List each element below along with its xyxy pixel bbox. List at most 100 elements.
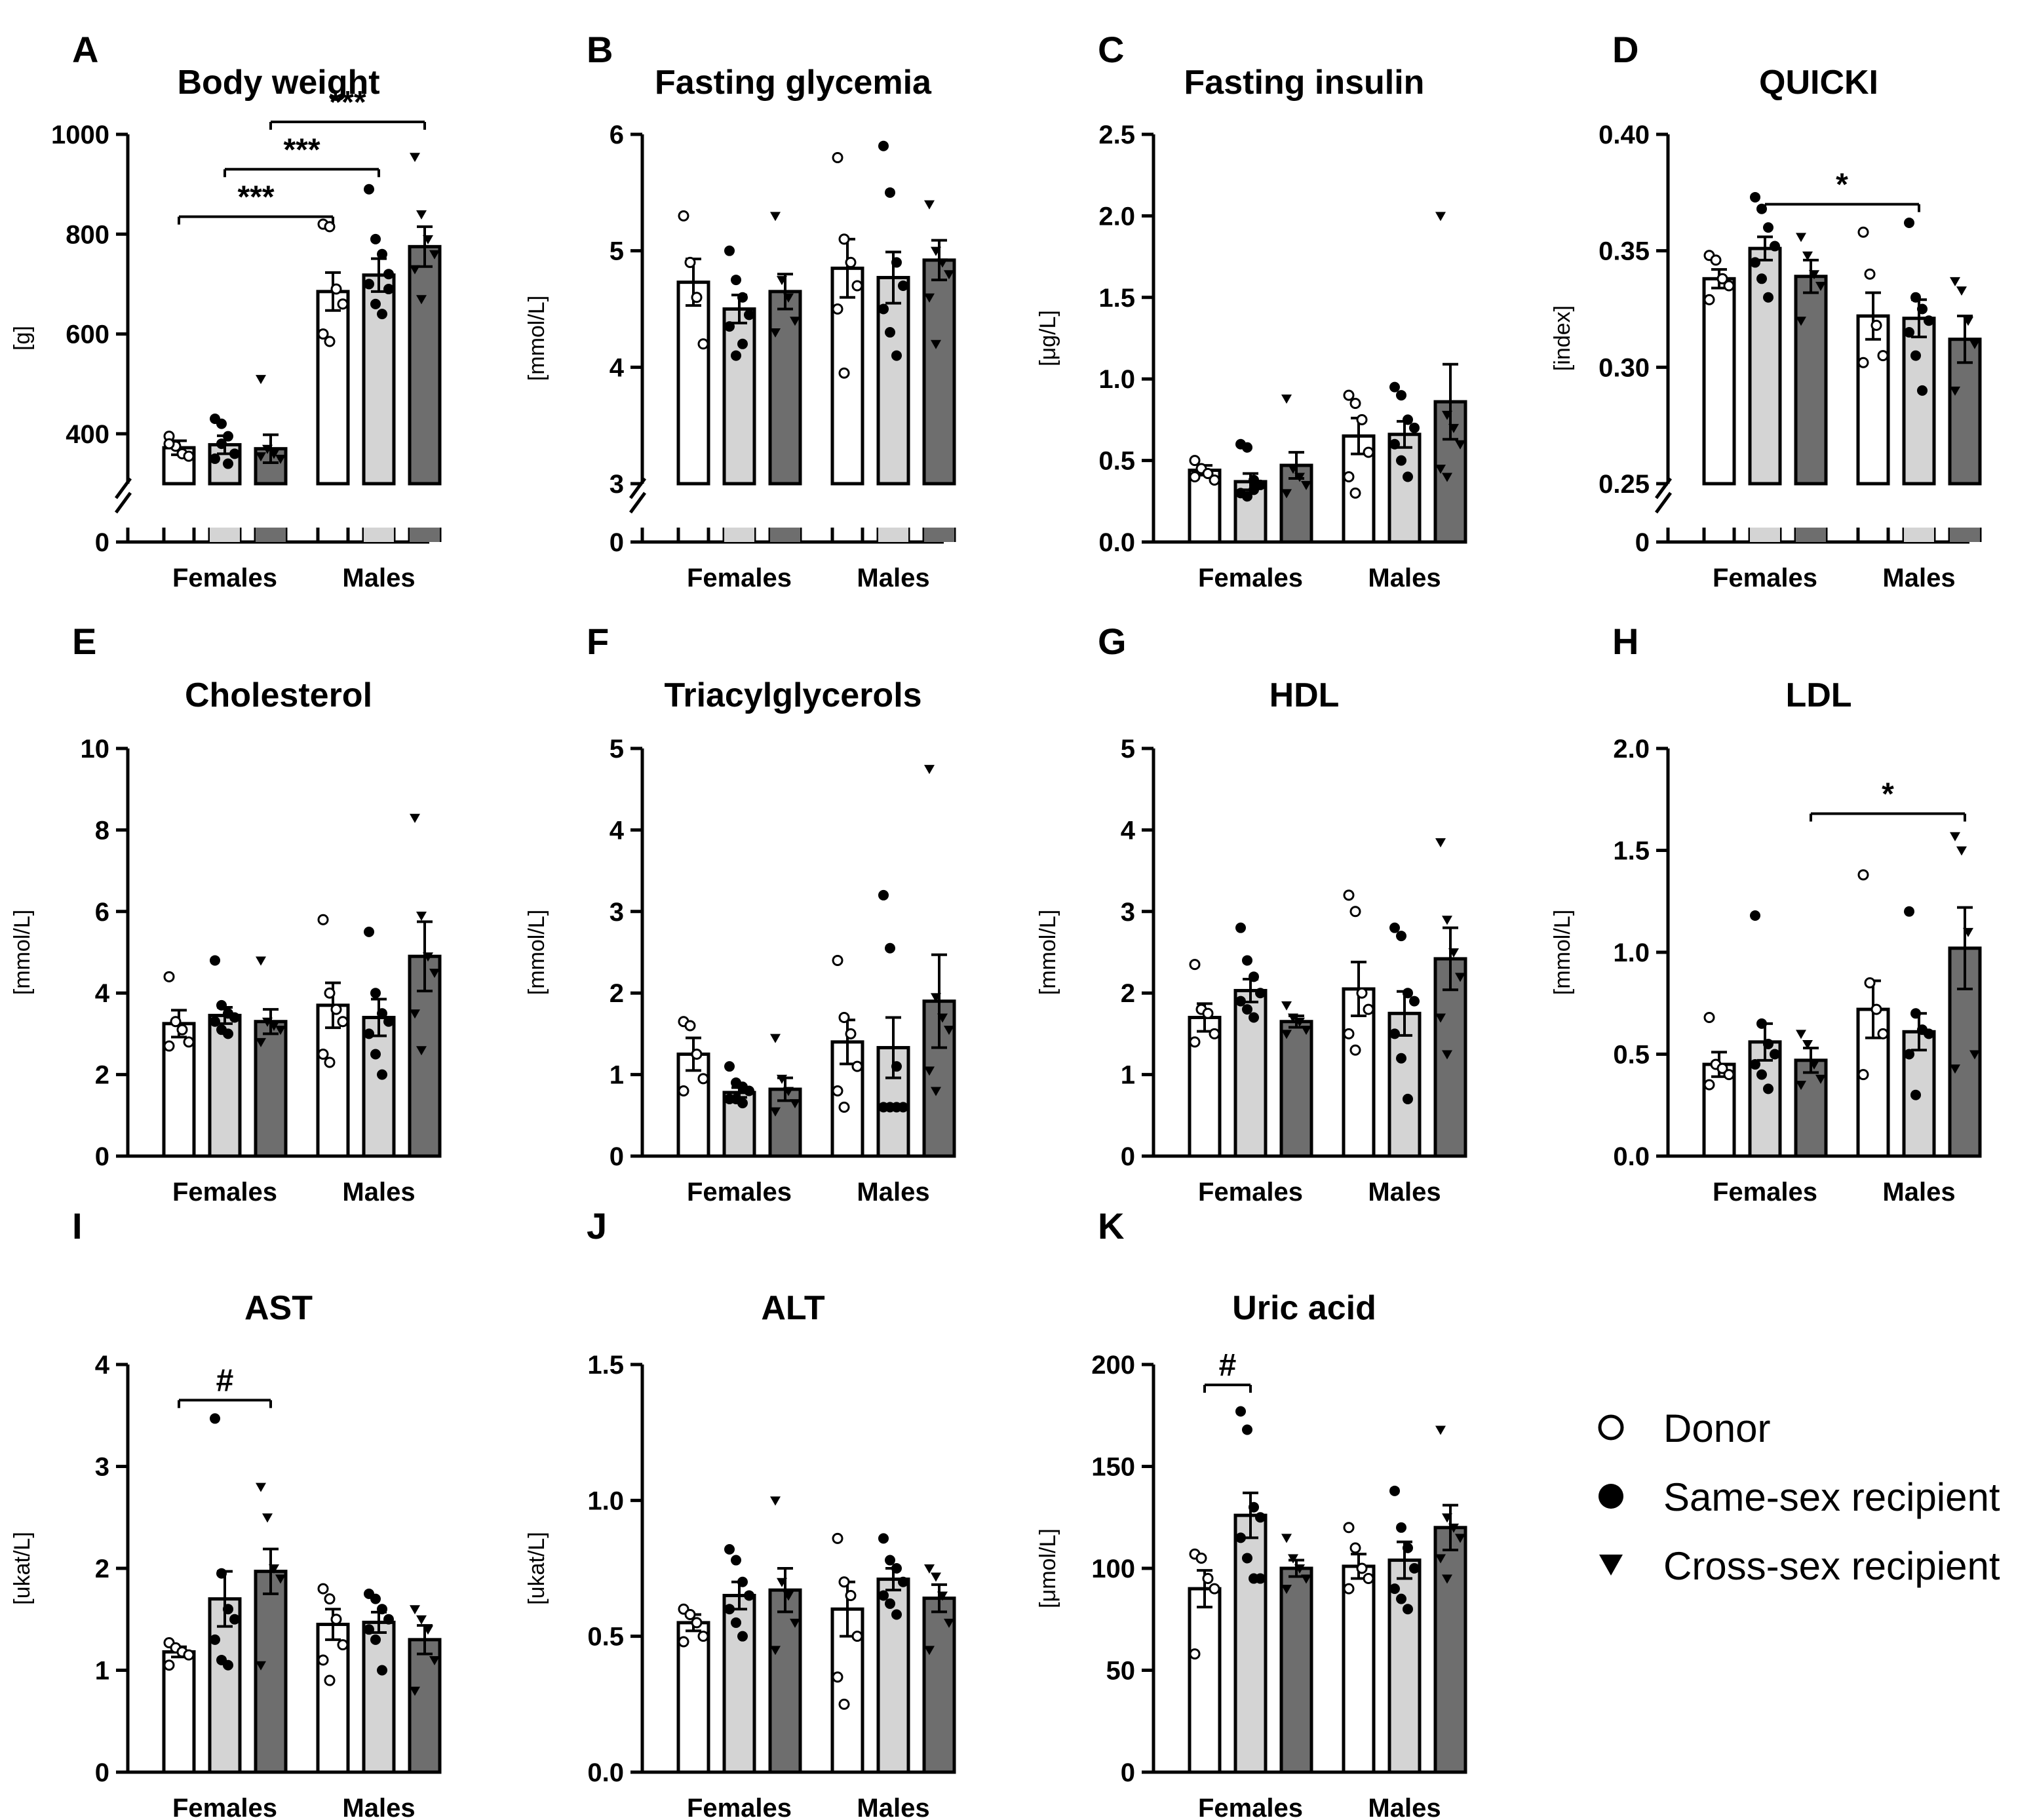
- data-point-e: [377, 1069, 387, 1080]
- data-point-k: [1189, 1648, 1201, 1660]
- y-tick-label-e: 4: [95, 979, 110, 1008]
- data-point-i: [262, 1513, 273, 1523]
- data-point-c: [1288, 465, 1298, 474]
- significance-label-k: #: [1219, 1348, 1237, 1383]
- data-point-c: [1343, 471, 1355, 482]
- data-point-k: [1389, 1485, 1400, 1496]
- data-point-f: [924, 765, 935, 775]
- data-point-a: [377, 309, 387, 320]
- data-point-k: [1255, 1573, 1266, 1584]
- data-point-a: [337, 298, 349, 310]
- data-point-c: [1242, 442, 1252, 453]
- data-point-c: [1281, 395, 1292, 404]
- data-point-c: [1403, 414, 1413, 425]
- y-tick-label-k: 150: [1091, 1453, 1135, 1482]
- data-point-g: [1396, 1053, 1406, 1064]
- y-tick-label-j: 1.5: [587, 1351, 624, 1380]
- panel-letter-f: F: [587, 621, 609, 662]
- data-point-k: [1242, 1553, 1252, 1564]
- data-point-b: [937, 258, 948, 268]
- data-point-h: [1750, 1059, 1760, 1070]
- data-point-a: [216, 438, 227, 450]
- data-point-i: [269, 1564, 279, 1574]
- data-point-f: [697, 1073, 709, 1085]
- bar-i: [208, 1597, 242, 1774]
- data-point-c: [1209, 474, 1220, 486]
- data-point-b: [832, 303, 843, 315]
- data-point-e: [183, 1036, 195, 1048]
- data-point-g: [1209, 1028, 1220, 1039]
- data-point-c: [1409, 422, 1420, 433]
- data-point-a: [324, 336, 336, 347]
- y-axis-label-j: [ukat/L]: [524, 1532, 549, 1605]
- data-point-b: [891, 350, 902, 361]
- data-point-h: [1756, 1069, 1767, 1080]
- x-category-label-g: Males: [1368, 1178, 1441, 1207]
- y-axis-label-c: [μg/L]: [1036, 310, 1060, 366]
- data-point-a: [275, 454, 286, 464]
- legend-item-donor: Donor: [1598, 1406, 1770, 1450]
- significance-bracket-a: ***: [223, 132, 380, 178]
- data-point-b: [783, 293, 794, 303]
- data-point-g: [1442, 1050, 1452, 1060]
- y-tick-label-c: 2.0: [1098, 202, 1135, 231]
- y-tick-label-d: 0.35: [1599, 237, 1650, 266]
- data-point-e: [423, 952, 433, 962]
- data-point-e: [370, 988, 381, 999]
- data-point-g: [1189, 1036, 1201, 1048]
- data-point-b: [731, 350, 741, 361]
- axis-break-mark2-d: [1654, 492, 1673, 514]
- data-point-d: [1796, 233, 1806, 242]
- data-point-j: [724, 1604, 735, 1615]
- panel-letter-g: G: [1098, 621, 1127, 662]
- y-tick-label-k: 0: [1121, 1758, 1135, 1787]
- data-point-i: [410, 1605, 420, 1615]
- data-point-i: [210, 1634, 220, 1645]
- significance-label-a: ***: [329, 85, 366, 120]
- significance-label-a: ***: [237, 180, 274, 215]
- data-point-g: [1435, 838, 1446, 848]
- data-point-g: [1409, 996, 1420, 1007]
- data-point-k: [1249, 1501, 1259, 1513]
- bar-stub-fill-a: [364, 528, 394, 542]
- data-point-b: [944, 270, 954, 280]
- data-point-h: [1956, 846, 1967, 856]
- y-tick-label-b: 3: [610, 470, 624, 499]
- data-point-b: [885, 327, 895, 338]
- data-point-e: [429, 969, 440, 978]
- data-point-g: [1235, 996, 1246, 1007]
- data-point-d: [1750, 257, 1760, 268]
- data-point-g: [1255, 988, 1266, 999]
- data-point-k: [1343, 1522, 1355, 1534]
- y-tick-label-b: 6: [610, 121, 624, 149]
- data-point-i: [183, 1649, 195, 1661]
- x-category-label-c: Males: [1368, 564, 1441, 592]
- data-point-k: [1202, 1573, 1214, 1585]
- panel-title-k: Uric acid: [1232, 1289, 1376, 1327]
- data-point-f: [937, 1013, 948, 1023]
- data-point-k: [1288, 1554, 1298, 1564]
- data-point-i: [317, 1583, 329, 1595]
- y-tick-label-f: 3: [610, 898, 624, 927]
- data-point-e: [416, 1046, 427, 1056]
- data-point-a: [210, 453, 220, 464]
- data-point-h: [1857, 869, 1869, 881]
- bar-stub-fill-b: [724, 528, 754, 542]
- y-tick-label-c: 0.5: [1098, 447, 1135, 476]
- y-tick-label-d: 0.30: [1599, 353, 1650, 382]
- y-tick-label-g: 0: [1121, 1142, 1135, 1171]
- data-point-c: [1249, 484, 1259, 495]
- significance-bracket-d: *: [1764, 168, 1920, 212]
- data-point-k: [1409, 1563, 1420, 1574]
- data-point-b: [924, 200, 935, 210]
- data-point-h: [1763, 1083, 1773, 1094]
- data-point-h: [1796, 1081, 1806, 1091]
- x-category-label-f: Females: [687, 1178, 792, 1207]
- data-point-d: [1723, 280, 1735, 292]
- data-point-b: [777, 276, 787, 286]
- y-tick-label-f: 1: [610, 1061, 624, 1090]
- data-point-e: [216, 999, 227, 1011]
- data-point-d: [1857, 357, 1869, 368]
- data-point-i: [429, 1655, 440, 1665]
- data-point-a: [364, 279, 374, 290]
